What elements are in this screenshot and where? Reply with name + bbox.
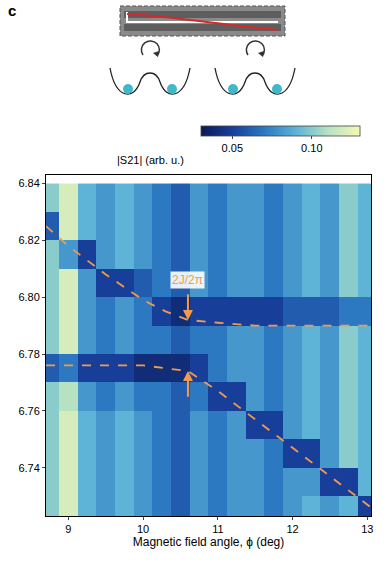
- svg-text:6.84: 6.84: [18, 177, 39, 189]
- svg-text:13: 13: [361, 523, 373, 535]
- svg-text:6.80: 6.80: [18, 291, 39, 303]
- svg-text:2J/2π: 2J/2π: [172, 273, 203, 287]
- svg-text:0.10: 0.10: [301, 142, 322, 154]
- svg-text:6.76: 6.76: [18, 405, 39, 417]
- svg-text:12: 12: [286, 523, 298, 535]
- svg-text:9: 9: [65, 523, 71, 535]
- svg-text:6.82: 6.82: [18, 234, 39, 246]
- svg-text:6.78: 6.78: [18, 348, 39, 360]
- svg-text:0.05: 0.05: [222, 142, 243, 154]
- svg-text:10: 10: [137, 523, 149, 535]
- svg-text:Magnetic field angle, ϕ (deg): Magnetic field angle, ϕ (deg): [133, 535, 284, 549]
- svg-text:11: 11: [212, 523, 223, 535]
- svg-text:6.74: 6.74: [18, 462, 39, 474]
- svg-text:c: c: [8, 2, 16, 19]
- svg-text:|S21| (arb. u.): |S21| (arb. u.): [117, 154, 184, 166]
